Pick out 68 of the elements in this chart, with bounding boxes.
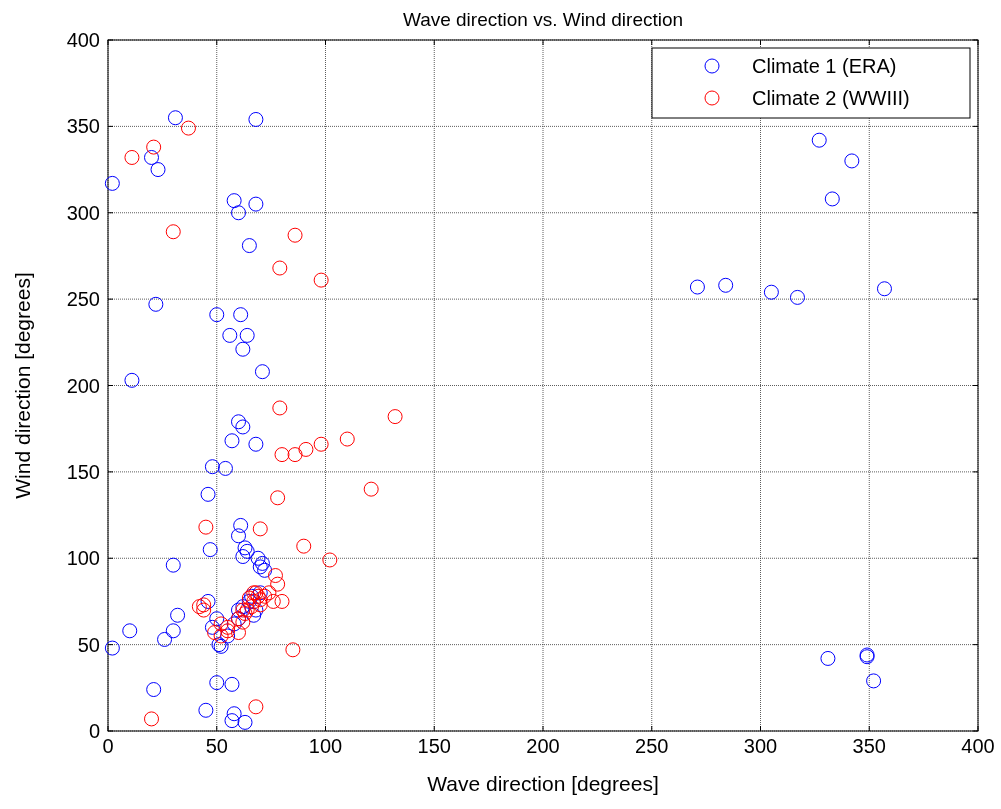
point — [248, 699, 264, 715]
point — [298, 441, 314, 457]
point — [220, 623, 236, 639]
x-tick-label: 200 — [526, 735, 560, 757]
point — [363, 481, 379, 497]
y-tick-label: 50 — [77, 633, 100, 656]
x-tick-label: 0 — [102, 735, 114, 757]
y-tick-label: 250 — [66, 288, 100, 311]
point — [207, 625, 223, 641]
point — [261, 585, 277, 601]
point — [180, 120, 196, 136]
x-tick-label: 100 — [308, 735, 343, 757]
point — [274, 447, 290, 463]
point — [272, 400, 288, 416]
y-tick-label: 400 — [66, 29, 100, 51]
point — [196, 597, 212, 613]
legend-label: Climate 1 (ERA) — [752, 55, 897, 77]
point — [196, 602, 212, 618]
point — [313, 272, 329, 288]
point — [267, 568, 283, 584]
x-tick-label: 50 — [205, 735, 228, 757]
point — [387, 409, 403, 425]
point — [285, 642, 301, 658]
point — [252, 521, 268, 537]
y-tick-label: 0 — [88, 720, 100, 742]
point — [287, 447, 303, 463]
y-tick-label: 100 — [66, 547, 100, 570]
y-tick-label: 150 — [66, 460, 100, 483]
point — [213, 616, 229, 632]
legend-label: Climate 2 (WWIII) — [752, 87, 910, 109]
point — [270, 576, 286, 592]
point — [124, 149, 140, 165]
chart-title: Wave direction vs. Wind direction — [402, 9, 684, 30]
point — [235, 614, 251, 630]
point — [231, 625, 246, 641]
point — [272, 260, 288, 276]
point — [144, 711, 159, 727]
point — [265, 593, 281, 609]
point — [274, 593, 290, 609]
point — [252, 592, 268, 608]
point — [287, 227, 303, 243]
point — [191, 599, 207, 615]
point — [237, 606, 253, 622]
point — [313, 436, 329, 452]
point — [146, 139, 162, 155]
point — [198, 519, 214, 535]
point — [296, 538, 312, 554]
y-tick-label: 350 — [66, 115, 100, 138]
x-axis-title: Wave direction [degrees] — [427, 772, 659, 795]
point — [339, 431, 355, 447]
y-tick-label: 200 — [66, 374, 100, 397]
point — [239, 602, 255, 618]
x-tick-label: 400 — [961, 735, 995, 757]
point — [213, 628, 229, 644]
point — [246, 593, 262, 609]
x-tick-label: 300 — [743, 735, 778, 757]
point — [165, 224, 181, 240]
point — [257, 588, 273, 604]
x-tick-label: 350 — [852, 735, 886, 757]
point — [220, 619, 236, 635]
point — [252, 597, 268, 613]
x-tick-label: 250 — [635, 735, 669, 757]
y-axis-title: Wind direction [degrees] — [11, 272, 34, 499]
y-tick-label: 300 — [66, 201, 100, 224]
point — [322, 552, 338, 568]
point — [270, 490, 286, 506]
point — [244, 599, 260, 615]
x-tick-label: 150 — [417, 735, 451, 757]
